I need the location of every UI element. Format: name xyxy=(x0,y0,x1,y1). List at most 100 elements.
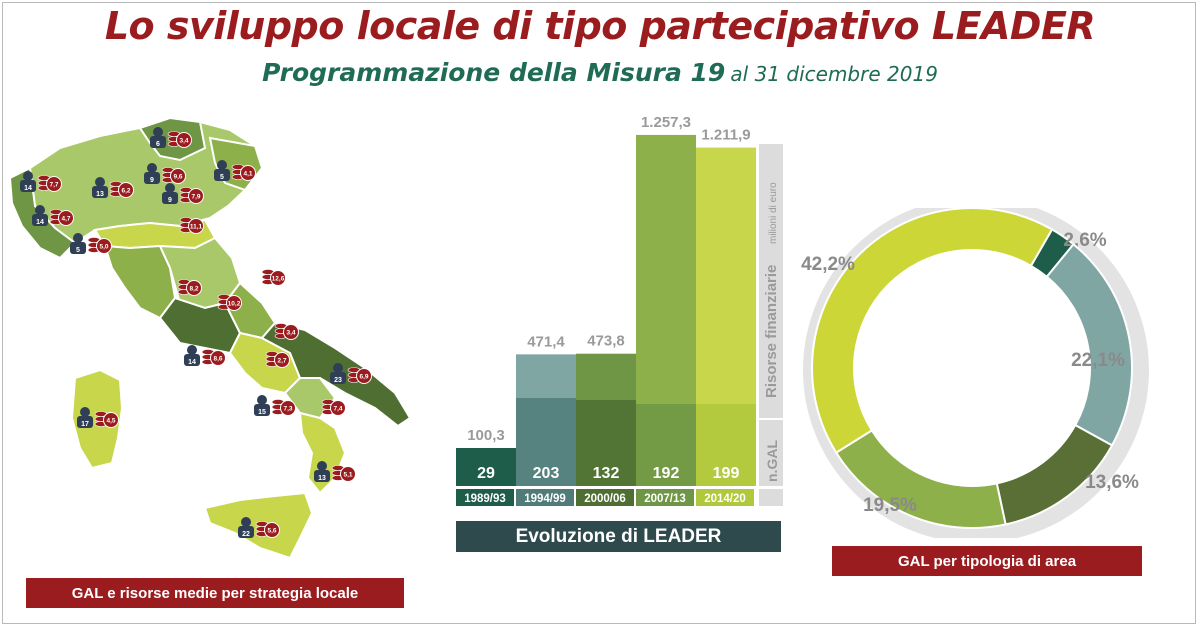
bar-value-label-3: 1.257,3 xyxy=(641,114,691,131)
bar-gal-label-4: 199 xyxy=(713,465,740,482)
people-icon-body xyxy=(92,186,108,198)
people-icon-body xyxy=(70,242,86,254)
map-avg-value-5: 7,9 xyxy=(191,194,200,201)
donut-label-1: 22,1% xyxy=(1071,350,1125,371)
people-icon xyxy=(80,407,90,417)
map-gal-count-20: 22 xyxy=(242,531,250,538)
people-icon-body xyxy=(254,404,270,416)
category-band-3 xyxy=(636,489,694,506)
map-avg-value-8: 11,1 xyxy=(190,224,203,231)
people-icon xyxy=(165,183,175,193)
map-gal-count-7: 5 xyxy=(76,247,80,254)
map-avg-badge xyxy=(270,270,286,286)
map-avg-value-14: 2,7 xyxy=(277,358,286,365)
donut-slice-3 xyxy=(834,429,1007,529)
bar-gal-label-0: 29 xyxy=(477,465,495,482)
side-band-gal xyxy=(759,420,783,486)
map-avg-badge xyxy=(283,324,299,340)
map-marker-12: 3,4 xyxy=(274,323,299,340)
people-icon xyxy=(153,127,163,137)
map-marker-20: 22 5,6 xyxy=(238,517,280,538)
map-marker-18: 7,4 xyxy=(321,399,346,416)
donut-label-2: 13,6% xyxy=(1085,472,1139,493)
map-marker-3: 14 7,7 xyxy=(20,171,62,192)
people-icon-body xyxy=(184,354,200,366)
subtitle-date: al 31 dicembre 2019 xyxy=(730,62,938,86)
bar-gal-band-4 xyxy=(696,404,756,486)
bars-layer: 100,3 29 1989/93 471,4 203 1994/99 473,8 132 200… xyxy=(456,114,783,506)
people-icon-body xyxy=(32,214,48,226)
map-gal-count-16: 17 xyxy=(81,421,89,428)
people-icon-body xyxy=(20,180,36,192)
donut-label-3: 19,5% xyxy=(863,495,917,516)
map-avg-badge xyxy=(264,522,280,538)
bar-gal-label-2: 132 xyxy=(593,465,620,482)
map-avg-value-6: 4,7 xyxy=(61,216,70,223)
people-icon xyxy=(187,345,197,355)
map-gal-count-3: 14 xyxy=(24,185,32,192)
map-avg-badge xyxy=(58,210,74,226)
donut-label-4: 42,2% xyxy=(801,254,855,275)
people-icon-body xyxy=(214,169,230,181)
map-gal-count-13: 14 xyxy=(188,359,196,366)
map-avg-badge xyxy=(96,238,112,254)
map-markers: 6 3,49 9,6 5 4,114 7,713 6,29 7,914 4,75 5,011,11… xyxy=(20,127,372,538)
map-avg-value-10: 8,2 xyxy=(189,286,198,293)
map-avg-badge xyxy=(186,280,202,296)
map-avg-badge xyxy=(188,188,204,204)
map-marker-2: 5 4,1 xyxy=(214,160,256,181)
map-avg-value-19: 5,1 xyxy=(343,472,352,479)
category-band-2 xyxy=(576,489,634,506)
map-marker-1: 9 9,6 xyxy=(144,163,186,184)
map-marker-15: 23 6,9 xyxy=(330,363,372,384)
map-avg-value-0: 3,4 xyxy=(179,138,188,145)
people-icon-body xyxy=(162,192,178,204)
evolution-bar-chart: 100,3 29 1989/93 471,4 203 1994/99 473,8 132 200… xyxy=(456,114,783,506)
map-avg-value-4: 6,2 xyxy=(121,188,130,195)
map-gal-count-1: 9 xyxy=(150,177,154,184)
map-gal-count-6: 14 xyxy=(36,219,44,226)
people-icon xyxy=(147,163,157,173)
map-avg-badge xyxy=(118,182,134,198)
map-gal-count-17: 15 xyxy=(258,409,266,416)
side-label-resources: Risorse finanziarie xyxy=(763,265,780,398)
people-icon xyxy=(257,395,267,405)
map-gal-count-0: 6 xyxy=(156,141,160,148)
bar-gal-band-0 xyxy=(456,464,516,486)
people-icon-body xyxy=(144,172,160,184)
map-marker-10: 8,2 xyxy=(177,279,202,296)
people-icon-body xyxy=(77,416,93,428)
map-marker-14: 2,7 xyxy=(265,351,290,368)
bar-gal-band-1 xyxy=(516,398,576,486)
people-icon xyxy=(35,205,45,215)
map-avg-badge xyxy=(170,168,186,184)
map-avg-badge xyxy=(274,352,290,368)
map-avg-value-7: 5,0 xyxy=(99,244,108,251)
side-label-resources-unit: milioni di euro xyxy=(768,182,779,244)
map-marker-13: 14 8,6 xyxy=(184,345,226,366)
map-marker-6: 14 4,7 xyxy=(32,205,74,226)
map-marker-19: 13 5,1 xyxy=(314,461,356,482)
map-avg-badge xyxy=(280,400,296,416)
bar-value-label-1: 471,4 xyxy=(527,333,565,350)
category-label-0: 1989/93 xyxy=(464,493,506,505)
map-avg-badge xyxy=(356,368,372,384)
category-band-1 xyxy=(516,489,574,506)
category-label-1: 1994/99 xyxy=(524,493,566,505)
bar-value-label-2: 473,8 xyxy=(587,333,625,350)
map-avg-badge xyxy=(210,350,226,366)
map-avg-badge xyxy=(226,295,242,311)
category-band-side xyxy=(759,489,783,506)
map-marker-9: 12,6 xyxy=(261,269,286,286)
map-avg-badge xyxy=(188,218,204,234)
bars-side-labels: Risorse finanziarie milioni di euro n.GA… xyxy=(759,144,783,486)
page-subtitle: Programmazione della Misura 19 al 31 dic… xyxy=(0,58,1200,87)
map-avg-value-3: 7,7 xyxy=(49,182,58,189)
people-icon-body xyxy=(314,470,330,482)
map-marker-7: 5 5,0 xyxy=(70,233,112,254)
map-marker-5: 9 7,9 xyxy=(162,183,204,204)
map-marker-8: 11,1 xyxy=(179,217,204,234)
people-icon xyxy=(241,517,251,527)
